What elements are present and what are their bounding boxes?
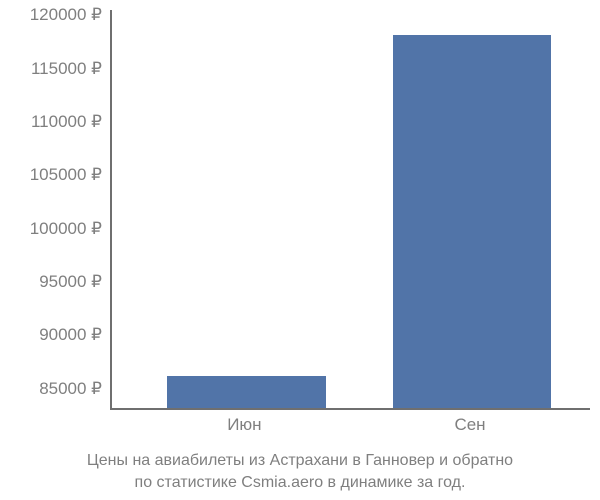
y-axis: 85000 ₽ 90000 ₽ 95000 ₽ 100000 ₽ 105000 ₽ 110… xyxy=(0,0,110,410)
x-tick-label: Июн xyxy=(227,415,261,435)
plot-area xyxy=(110,10,590,410)
y-tick-label: 95000 ₽ xyxy=(39,272,102,292)
price-chart: 85000 ₽ 90000 ₽ 95000 ₽ 100000 ₽ 105000 ₽ 110… xyxy=(0,0,600,500)
caption-line-1: Цены на авиабилеты из Астрахани в Ганнов… xyxy=(87,452,513,469)
bar xyxy=(393,35,551,408)
y-tick-label: 85000 ₽ xyxy=(39,379,102,399)
y-tick-label: 90000 ₽ xyxy=(39,325,102,345)
bar xyxy=(167,376,325,408)
y-tick-label: 100000 ₽ xyxy=(30,219,102,239)
chart-caption: Цены на авиабилеты из Астрахани в Ганнов… xyxy=(0,450,600,493)
caption-line-2: по статистике Csmia.aero в динамике за г… xyxy=(135,474,466,491)
y-tick-label: 110000 ₽ xyxy=(31,112,102,132)
x-tick-label: Сен xyxy=(454,415,485,435)
y-tick-label: 105000 ₽ xyxy=(30,165,102,185)
y-tick-label: 115000 ₽ xyxy=(31,59,102,79)
y-tick-label: 120000 ₽ xyxy=(30,5,102,25)
x-axis-labels: Июн Сен xyxy=(110,415,590,445)
